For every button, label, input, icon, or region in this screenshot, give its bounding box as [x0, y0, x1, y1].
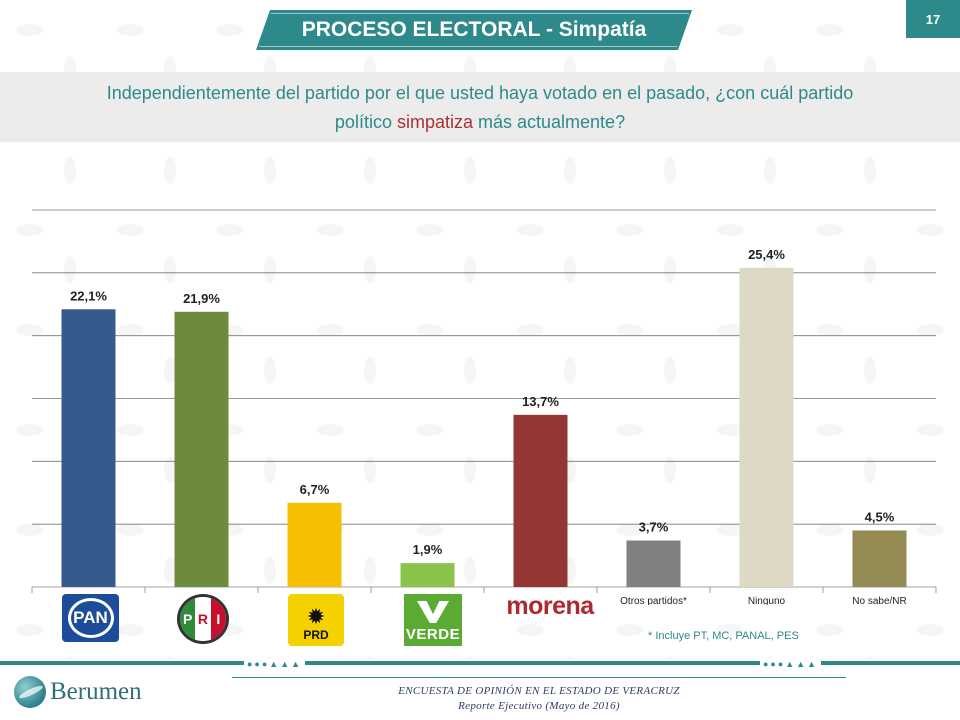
pri-letter-r: R	[195, 597, 211, 641]
data-label: 22,1%	[70, 288, 107, 303]
footer-thin-divider	[232, 677, 846, 678]
page-number: 17	[906, 0, 960, 38]
x-tick-label: Otros partidos*	[620, 596, 687, 605]
brand-logo: Berumen	[14, 676, 142, 708]
bar-pan	[61, 309, 116, 587]
data-label: 4,5%	[865, 509, 895, 524]
footer-divider	[0, 661, 960, 665]
bar-prd	[287, 502, 342, 587]
footer-ornament-right: ●●●▲▲▲	[760, 659, 822, 669]
x-tick-label: Ninguno	[748, 596, 786, 605]
question-prefix: político	[334, 112, 397, 132]
pan-logo-ring: PAN	[67, 598, 114, 638]
footer-title: ENCUESTA DE OPINIÓN EN EL ESTADO DE VERA…	[232, 684, 846, 714]
footer-line-2: Reporte Ejecutivo (Mayo de 2016)	[458, 700, 620, 712]
bar-verde	[400, 563, 455, 587]
question-line-2: político simpatiza más actualmente?	[20, 108, 940, 137]
verde-check-icon	[417, 601, 449, 623]
verde-logo-icon: VERDE	[404, 594, 462, 646]
bar-ninguno	[739, 267, 794, 587]
prd-logo-text: PRD	[303, 628, 329, 642]
data-label: 6,7%	[300, 482, 330, 497]
footer-ornament-left: ●●●▲▲▲	[244, 659, 306, 669]
pan-logo-text: PAN	[73, 608, 108, 627]
pri-letter-i: I	[210, 597, 226, 641]
bar-chart: 22,1% 21,9% 6,7% 1,9% 13,7% 3,7% Otros partido…	[31, 209, 937, 605]
morena-logo-icon: morena	[506, 592, 594, 620]
data-label: 1,9%	[413, 542, 443, 557]
prd-sun-icon: ✹	[306, 604, 326, 629]
pan-logo-icon: PAN	[62, 594, 119, 642]
data-label: 25,4%	[748, 247, 785, 262]
brand-name: Berumen	[50, 678, 142, 705]
question-suffix: más actualmente?	[473, 112, 626, 132]
prd-logo-icon: ✹ PRD	[288, 594, 344, 646]
pri-logo-icon: P R I	[177, 594, 229, 644]
footnote: * Incluye PT, MC, PANAL, PES	[648, 630, 799, 642]
data-label: 21,9%	[183, 291, 220, 306]
question-box: Independientemente del partido por el qu…	[0, 72, 960, 142]
footer-line-1: ENCUESTA DE OPINIÓN EN EL ESTADO DE VERA…	[398, 685, 680, 697]
bar-otros-partidos	[626, 540, 681, 587]
verde-logo-text: VERDE	[405, 626, 461, 643]
bar-no-sabe-nr	[852, 530, 907, 587]
bar-morena	[513, 414, 568, 587]
globe-icon	[14, 676, 46, 708]
question-line-1: Independientemente del partido por el qu…	[106, 83, 854, 103]
title-banner: PROCESO ELECTORAL - Simpatía	[256, 10, 692, 50]
data-label: 3,7%	[639, 520, 669, 535]
x-tick-label: No sabe/NR	[852, 596, 906, 605]
data-label: 13,7%	[522, 394, 559, 409]
question-highlight: simpatiza	[396, 112, 473, 132]
pri-letter-p: P	[180, 597, 196, 641]
bar-pri	[174, 311, 229, 587]
page-title: PROCESO ELECTORAL - Simpatía	[301, 18, 647, 41]
